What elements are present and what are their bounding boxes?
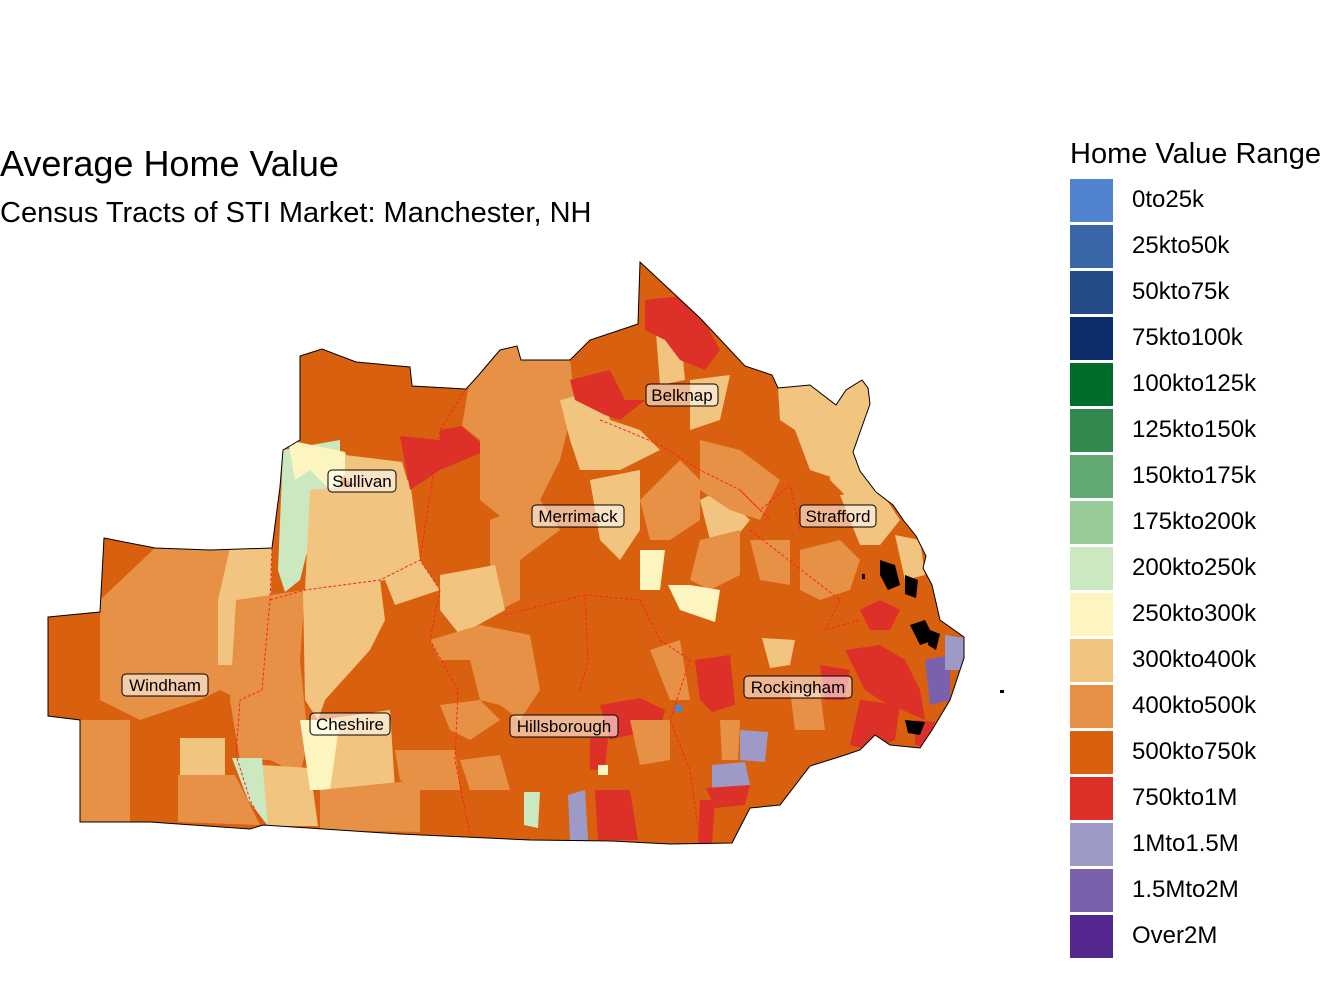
legend-swatch [1070,178,1113,222]
coastline-detail [862,560,1004,735]
county-label-merrimack: Merrimack [531,504,625,528]
legend-item: Over2M [1070,913,1344,959]
legend-item: 500kto750k [1070,729,1344,775]
svg-text:Sullivan: Sullivan [332,472,392,491]
svg-text:Belknap: Belknap [651,386,712,405]
legend-item: 1.5Mto2M [1070,867,1344,913]
legend-label: 250kto300k [1132,600,1257,627]
legend-swatch [1070,362,1113,406]
legend-label: 1.5Mto2M [1132,876,1239,903]
legend-swatch [1070,408,1113,452]
choropleth-map: Sullivan Belknap Merrimack Strafford Win… [47,260,1004,845]
legend-swatch [1070,730,1113,774]
legend-item: 750kto1M [1070,775,1344,821]
legend-label: 100kto125k [1132,370,1257,397]
legend: Home Value Range 0to25k 25kto50k 50kto75k 7… [1070,138,1344,959]
legend-label: 500kto750k [1132,738,1257,765]
legend-title: Home Value Range [1070,138,1321,170]
legend-swatch [1070,546,1113,590]
legend-swatch [1070,316,1113,360]
census-tracts [48,262,964,844]
legend-label: 50kto75k [1132,278,1230,305]
legend-swatch [1070,454,1113,498]
legend-label: 25kto50k [1132,232,1230,259]
legend-swatch [1070,684,1113,728]
legend-label: 400kto500k [1132,692,1257,719]
legend-items: 0to25k 25kto50k 50kto75k 75kto100k 100kto125… [1070,177,1344,959]
legend-item: 50kto75k [1070,269,1344,315]
legend-swatch [1070,822,1113,866]
legend-label: 150kto175k [1132,462,1257,489]
legend-label: 125kto150k [1132,416,1257,443]
legend-item: 1Mto1.5M [1070,821,1344,867]
legend-swatch [1070,776,1113,820]
county-label-cheshire: Cheshire [309,712,391,736]
legend-item: 0to25k [1070,177,1344,223]
svg-text:Windham: Windham [129,676,201,695]
legend-item: 250kto300k [1070,591,1344,637]
svg-text:Hillsborough: Hillsborough [517,717,612,736]
legend-label: 300kto400k [1132,646,1257,673]
legend-label: 0to25k [1132,186,1205,213]
svg-text:Cheshire: Cheshire [316,715,384,734]
legend-item: 75kto100k [1070,315,1344,361]
county-label-strafford: Strafford [799,504,877,528]
legend-item: 150kto175k [1070,453,1344,499]
legend-item: 100kto125k [1070,361,1344,407]
county-label-rockingham: Rockingham [743,675,853,699]
legend-swatch [1070,638,1113,682]
legend-swatch [1070,914,1113,958]
county-label-sullivan: Sullivan [327,469,397,493]
legend-swatch [1070,270,1113,314]
legend-swatch [1070,868,1113,912]
legend-label: 75kto100k [1132,324,1243,351]
legend-label: Over2M [1132,922,1218,949]
legend-label: 175kto200k [1132,508,1257,535]
svg-text:Rockingham: Rockingham [751,678,846,697]
legend-swatch [1070,592,1113,636]
legend-item: 200kto250k [1070,545,1344,591]
svg-text:Strafford: Strafford [806,507,871,526]
legend-swatch [1070,224,1113,268]
legend-item: 125kto150k [1070,407,1344,453]
legend-item: 300kto400k [1070,637,1344,683]
legend-item: 25kto50k [1070,223,1344,269]
map-title: Average Home Value [0,143,339,184]
county-label-belknap: Belknap [645,383,719,407]
legend-label: 1Mto1.5M [1132,830,1239,857]
legend-item: 400kto500k [1070,683,1344,729]
map-subtitle: Census Tracts of STI Market: Manchester,… [0,197,592,229]
legend-swatch [1070,500,1113,544]
legend-label: 200kto250k [1132,554,1257,581]
county-boundaries [235,388,861,844]
county-label-hillsborough: Hillsborough [509,714,619,738]
svg-text:Merrimack: Merrimack [538,507,618,526]
legend-item: 175kto200k [1070,499,1344,545]
county-label-windham: Windham [121,673,209,697]
legend-label: 750kto1M [1132,784,1238,811]
